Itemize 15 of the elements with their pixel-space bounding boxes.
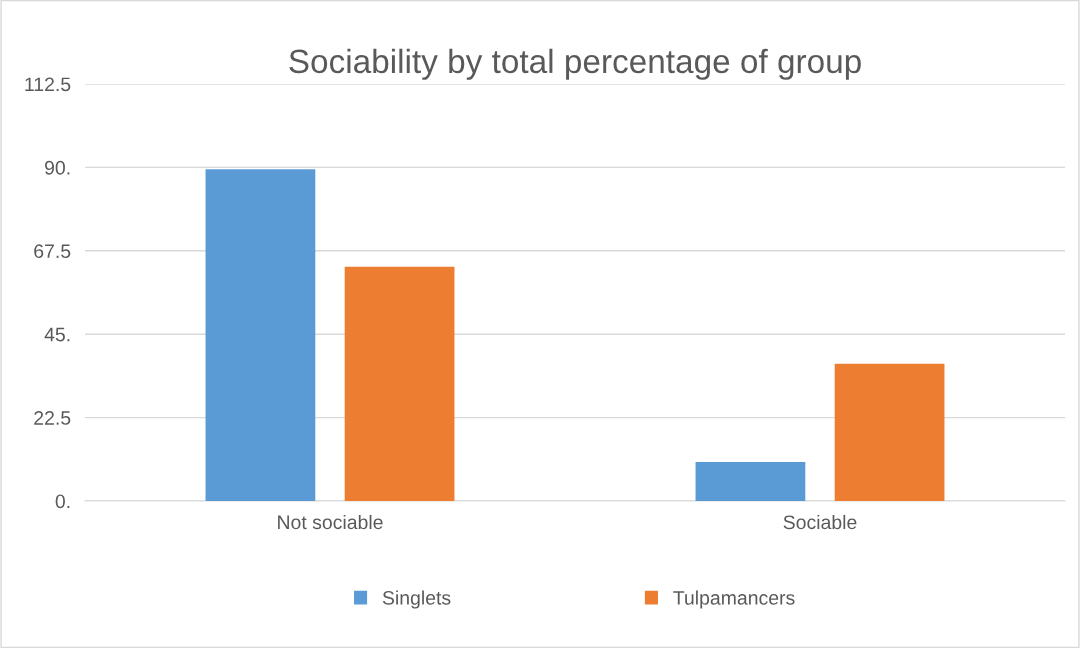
- bar: [205, 169, 316, 501]
- x-tick-label: Not sociable: [278, 514, 383, 530]
- y-tick-label: 22.5: [34, 411, 71, 425]
- chart-title: Sociability by total percentage of group: [289, 48, 861, 80]
- y-tick-label: 90.: [44, 160, 70, 175]
- x-tick-label: Sociable: [783, 514, 857, 530]
- y-tick-label: 45.: [44, 327, 70, 342]
- bar: [344, 266, 455, 501]
- y-tick-label: 112.5: [25, 77, 71, 92]
- y-tick-label: 0.: [55, 494, 70, 509]
- y-tick-label: 67.5: [34, 244, 71, 259]
- bar: [834, 363, 945, 501]
- legend-label: Tulpamancers: [673, 590, 795, 609]
- bar: [695, 462, 806, 501]
- legend-label: Singlets: [382, 590, 451, 609]
